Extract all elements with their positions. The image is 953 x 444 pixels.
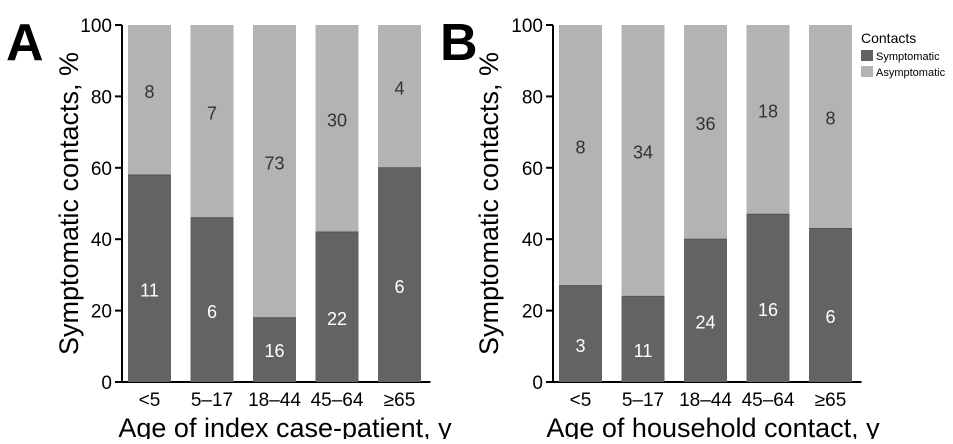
bar-symptomatic [684,239,727,382]
symptomatic-count-label: 16 [758,300,778,320]
bar-asymptomatic [809,25,852,229]
bar-asymptomatic [559,25,602,286]
bar-asymptomatic [621,25,665,297]
y-tick-label: 0 [532,373,543,394]
x-tick-label: 45–64 [311,390,364,411]
bar-asymptomatic [253,25,296,318]
asymptomatic-count-label: 8 [825,109,835,129]
y-tick-label: 60 [91,159,112,180]
symptomatic-count-label: 11 [634,341,653,361]
bar-symptomatic [253,317,296,382]
x-tick-label: 18–44 [248,390,301,411]
legend-swatch [861,66,873,77]
symptomatic-count-label: 22 [327,309,347,329]
bar-symptomatic [809,228,852,382]
legend: Contacts Symptomatic Asymptomatic [861,30,946,79]
bar-symptomatic [621,296,665,382]
x-axis-title: Age of household contact, y [546,413,880,439]
y-tick-label: 40 [91,230,112,251]
symptomatic-count-label: 24 [695,313,715,333]
y-tick-label: 20 [91,302,112,323]
x-tick-label: <5 [570,390,592,411]
bar-symptomatic [378,167,421,382]
asymptomatic-count-label: 4 [394,78,404,98]
bar-asymptomatic [746,25,790,215]
symptomatic-count-label: 3 [575,336,585,356]
x-tick-label: 45–64 [742,390,795,411]
legend-item-label: Asymptomatic [876,67,946,79]
x-tick-label: ≥65 [815,390,847,411]
x-tick-label: 5–17 [191,390,233,411]
y-tick-label: 20 [522,302,543,323]
symptomatic-count-label: 16 [264,341,284,361]
x-tick-label: 18–44 [679,390,732,411]
bar-symptomatic [746,214,790,382]
asymptomatic-count-label: 7 [207,103,217,123]
bar-asymptomatic [315,25,359,233]
symptomatic-count-label: 6 [825,307,835,327]
y-tick-label: 100 [80,16,112,37]
panel-label: A [6,14,44,72]
symptomatic-count-label: 11 [140,280,159,300]
bar-asymptomatic [378,25,421,168]
y-axis-title: Symptomatic contacts, % [474,52,504,355]
panel-a: A 0 20 40 60 80 100 11 8 <5 6 7 5–17 16 73 18–44 22 30 45–… [6,14,452,443]
legend-swatch [861,50,873,61]
y-tick-label: 80 [91,87,112,108]
bar-symptomatic [315,232,359,382]
asymptomatic-count-label: 36 [695,114,715,134]
legend-item-label: Symptomatic [876,51,940,63]
x-tick-label: 5–17 [622,390,664,411]
bar-asymptomatic [190,25,234,218]
bar-asymptomatic [684,25,727,240]
bar-symptomatic [190,217,234,382]
asymptomatic-count-label: 8 [144,82,154,102]
bar-symptomatic [559,285,602,382]
y-tick-label: 100 [511,16,543,37]
panel-b: B 0 20 40 60 80 100 3 8 <5 11 34 5–17 24 36 18–44 16 18 45… [440,14,880,443]
y-tick-label: 80 [522,87,543,108]
asymptomatic-count-label: 73 [264,153,284,173]
asymptomatic-count-label: 18 [758,102,778,122]
symptomatic-count-label: 6 [394,277,404,297]
x-axis-title: Age of index case-patient, y [118,413,452,439]
symptomatic-count-label: 6 [207,302,217,322]
y-tick-label: 0 [101,373,112,394]
asymptomatic-count-label: 34 [633,143,653,163]
bar-symptomatic [128,174,171,382]
y-tick-label: 60 [522,159,543,180]
asymptomatic-count-label: 30 [327,111,347,131]
bar-asymptomatic [128,25,171,175]
x-tick-label: ≥65 [384,390,416,411]
legend-title: Contacts [861,30,916,46]
y-axis-title: Symptomatic contacts, % [54,52,84,355]
panel-label: B [440,14,478,72]
x-tick-label: <5 [139,390,161,411]
y-tick-label: 40 [522,230,543,251]
asymptomatic-count-label: 8 [575,137,585,157]
